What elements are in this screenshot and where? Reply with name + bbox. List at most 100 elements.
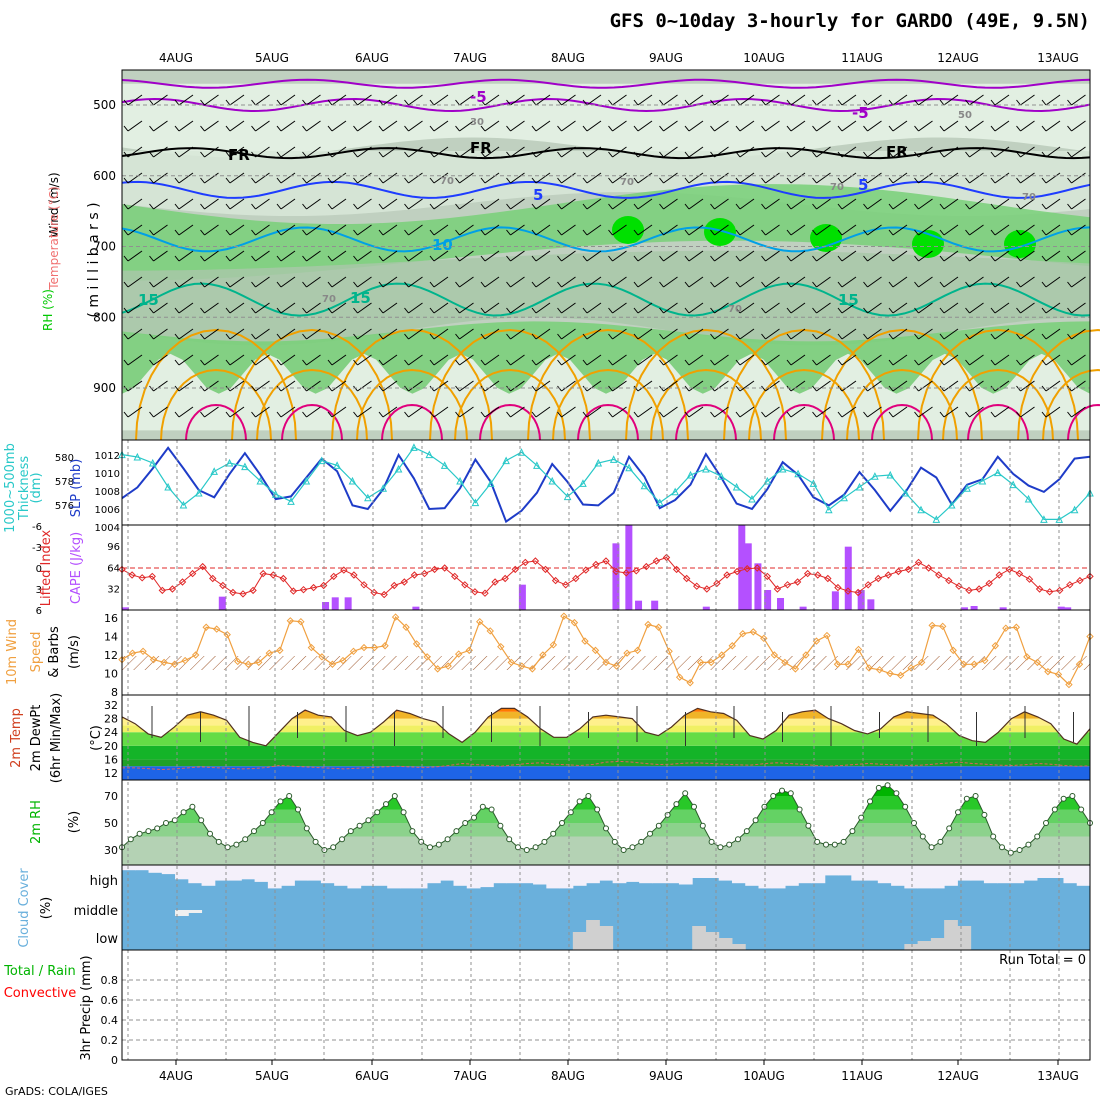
rh-fill — [122, 785, 1090, 865]
wind-barb — [918, 250, 933, 262]
wind-barb-flag — [684, 281, 690, 288]
wind-barb-flag — [582, 177, 588, 184]
wind-barb-flag — [863, 177, 868, 184]
wind-barb-flag — [837, 359, 843, 366]
rh-point — [215, 838, 222, 845]
thickness-point — [348, 476, 357, 485]
wind-barb — [127, 94, 143, 106]
wind-speed-point — [318, 653, 326, 661]
wind-barb — [229, 328, 245, 340]
wind-barb — [280, 276, 296, 288]
cape-bar — [518, 584, 526, 610]
wind-barb-flag — [123, 411, 129, 418]
wind-barb-flag — [404, 151, 409, 158]
wind-barb-flag — [608, 203, 613, 210]
wind-speed-point — [328, 660, 337, 668]
thickness-point — [210, 467, 218, 475]
wind-barb-flag — [863, 229, 868, 236]
wind-barb-flag — [659, 99, 664, 106]
wind-barb — [229, 380, 245, 392]
cloud-high-bar — [599, 865, 614, 881]
wind-barb — [739, 302, 755, 314]
wind-barb-flag — [965, 99, 970, 106]
wind-barb-flag — [149, 99, 154, 106]
wind-barb-flag — [812, 307, 817, 314]
wind-barb-flag — [633, 125, 639, 132]
wind-barb-flag — [506, 333, 511, 340]
wind-barb — [714, 120, 729, 132]
rh-point — [453, 828, 460, 835]
wind-barb-flag — [276, 203, 282, 210]
rh-point — [840, 838, 847, 845]
wind-barb — [714, 406, 729, 418]
cloud-high-bar — [838, 865, 852, 876]
wind-speed-point — [412, 640, 421, 648]
dewpoint-line — [122, 760, 1091, 771]
wind-barb — [790, 380, 806, 392]
cape-bar — [764, 590, 772, 610]
wind-speed-point — [570, 618, 579, 627]
wind-barb — [1020, 328, 1035, 340]
rh-color-band — [122, 809, 1090, 823]
rh-point — [506, 836, 513, 843]
wind-barb — [969, 276, 984, 288]
contour-label: 70 — [322, 294, 336, 305]
wind-speed-point — [675, 673, 684, 681]
wind-barb-flag — [735, 411, 741, 418]
wind-barb-flag — [455, 359, 460, 366]
wind-speed-point — [276, 646, 284, 655]
wind-barb-flag — [531, 177, 537, 184]
wind-barb-flag — [174, 333, 180, 340]
wind-barb — [153, 224, 168, 236]
thickness-point — [548, 476, 557, 485]
rh-point — [286, 793, 293, 799]
wind-barb-flag — [633, 411, 639, 418]
date-label-top: 4AUG — [159, 51, 193, 65]
wind-barb — [1045, 94, 1061, 106]
wind-barb-flag — [761, 333, 766, 340]
wind-barb — [765, 120, 780, 132]
wind-barb — [127, 276, 143, 288]
slp-tick-label: 1008 — [95, 487, 120, 498]
wind-barb-flag — [557, 203, 562, 210]
wind-barb-flag — [888, 411, 894, 418]
wind-barb-flag — [761, 99, 766, 106]
thickness-point — [195, 488, 203, 497]
cloud-low-bar — [731, 944, 746, 950]
rh-point — [919, 833, 926, 840]
wind-barb — [688, 146, 704, 158]
wind-barb-flag — [965, 151, 970, 158]
thickness-point — [241, 462, 249, 471]
wind-barb-flag — [506, 307, 511, 314]
wind-barb — [586, 250, 602, 262]
wind-barb-flag — [735, 359, 741, 366]
wind-barb-flag — [1016, 177, 1021, 184]
lifted-index-point — [451, 572, 459, 581]
thickness-point — [179, 500, 188, 509]
wind-unit: (m/s) — [67, 635, 82, 669]
wind-barb — [484, 94, 500, 106]
wind-barb — [612, 302, 627, 314]
lifted-index-point — [410, 571, 419, 579]
wind-barb-flag — [429, 359, 435, 366]
temp-contour-15 — [121, 282, 1091, 317]
wind-barb — [586, 146, 602, 158]
thickness-point — [901, 488, 910, 497]
wind-barb — [229, 94, 245, 106]
wind-barb-flag — [965, 229, 970, 236]
wind-barb-flag — [735, 125, 741, 132]
wind-barb — [535, 250, 551, 262]
wind-speed-point — [549, 641, 558, 649]
lifted-index-point — [380, 590, 388, 599]
wind-barb — [714, 380, 729, 392]
wind-barb-flag — [659, 281, 664, 288]
wind-speed-point — [970, 660, 978, 668]
wind-barb-flag — [812, 99, 817, 106]
wind-barb — [841, 224, 857, 236]
wind-barb — [357, 224, 372, 236]
temp-contour-10 — [121, 226, 1091, 253]
rh-point — [611, 838, 618, 845]
wind-barb — [867, 354, 882, 366]
wind-barb-flag — [327, 281, 333, 288]
wind-barb-flag — [251, 151, 256, 158]
